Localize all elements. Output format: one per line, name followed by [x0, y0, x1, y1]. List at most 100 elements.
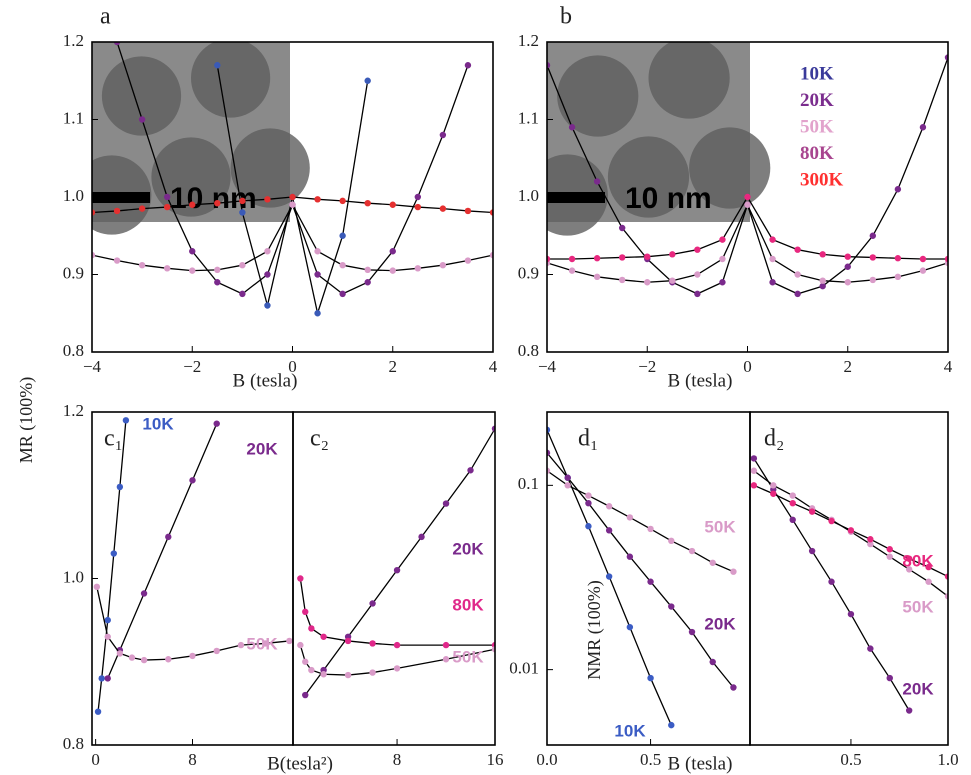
legend-entry: 20K	[800, 90, 834, 111]
data-point	[439, 262, 447, 269]
data-point	[289, 193, 296, 201]
data-point	[98, 675, 105, 682]
y-tick-label: 1.2	[63, 401, 84, 420]
data-point	[464, 257, 472, 264]
data-point	[339, 290, 346, 298]
data-point	[719, 255, 726, 263]
data-point	[593, 178, 601, 185]
data-point	[297, 641, 304, 649]
data-point	[189, 477, 196, 484]
data-point	[264, 196, 271, 203]
data-point	[847, 610, 855, 618]
data-point	[605, 573, 613, 580]
data-point	[314, 196, 321, 203]
x-tick-label: 0.5	[640, 750, 661, 769]
data-point	[694, 290, 701, 298]
data-point	[264, 302, 271, 309]
nanoparticle	[648, 42, 730, 119]
data-point	[239, 262, 246, 269]
curve-label: 10K	[142, 414, 174, 433]
nanoparticle	[557, 55, 639, 137]
x-tick-label: 1.0	[937, 750, 958, 769]
data-point	[844, 263, 851, 270]
data-point	[769, 236, 776, 243]
data-point	[769, 279, 776, 286]
curve-label: 50K	[452, 647, 484, 666]
data-point	[393, 566, 401, 574]
x-tick-label: 0.0	[536, 750, 557, 769]
data-point	[867, 536, 874, 543]
data-point	[414, 265, 422, 272]
data-point	[442, 656, 450, 663]
x-tick-label: 2	[389, 357, 398, 376]
data-point	[439, 205, 447, 212]
legend-entry: 50K	[800, 116, 834, 137]
data-point	[869, 254, 877, 261]
fit-line	[107, 423, 218, 679]
panel-label: c₁	[104, 426, 123, 452]
data-point	[644, 279, 651, 286]
y-tick-label: 0.1	[518, 474, 539, 493]
axes-frame	[749, 411, 949, 746]
x-tick-label: 0	[288, 357, 297, 376]
data-point	[165, 533, 172, 541]
data-point	[189, 201, 196, 208]
y-tick-label: 0.8	[518, 341, 539, 360]
y-axis-label: NMR (100%)	[584, 580, 605, 680]
curve-label: 20K	[704, 614, 736, 633]
data-point	[414, 203, 422, 211]
data-point	[369, 669, 376, 676]
data-point	[886, 553, 893, 560]
x-tick-label: −4	[538, 357, 557, 376]
data-point	[808, 547, 816, 555]
data-point	[669, 251, 676, 258]
data-point	[286, 637, 293, 645]
x-tick-label: 0	[91, 750, 100, 769]
data-point	[794, 290, 801, 298]
data-point	[369, 600, 376, 607]
data-point	[163, 203, 171, 211]
data-point	[464, 207, 472, 215]
y-tick-label: 0.01	[509, 659, 539, 678]
y-tick-label: 1.0	[63, 567, 84, 586]
data-point	[189, 267, 196, 274]
panel-label: c₂	[310, 426, 329, 452]
x-axis-label: B (tesla)	[233, 370, 298, 391]
x-tick-label: 4	[489, 357, 498, 376]
data-point	[214, 62, 221, 69]
data-point	[364, 200, 371, 207]
fit-line	[97, 420, 127, 712]
data-point	[116, 650, 124, 657]
nanoparticle	[151, 137, 231, 217]
data-point	[113, 257, 121, 264]
data-point	[239, 197, 246, 205]
data-point	[585, 499, 592, 507]
data-point	[122, 417, 130, 424]
x-tick-label: 4	[944, 357, 953, 376]
data-point	[618, 224, 626, 232]
data-point	[213, 647, 220, 655]
data-point	[339, 232, 346, 239]
data-point	[819, 277, 826, 284]
data-point	[214, 200, 221, 207]
data-point	[237, 641, 245, 649]
y-tick-label: 1.2	[63, 31, 84, 50]
data-point	[750, 482, 758, 489]
data-point	[314, 310, 321, 317]
curve-label: 50K	[704, 517, 736, 536]
data-point	[302, 658, 309, 665]
data-point	[239, 290, 246, 298]
legend-entry: 80K	[800, 143, 834, 164]
data-point	[393, 641, 401, 649]
data-point	[389, 267, 396, 274]
data-point	[709, 559, 716, 566]
data-point	[869, 232, 877, 239]
data-point	[688, 547, 696, 555]
data-point	[750, 455, 758, 462]
data-point	[719, 236, 726, 243]
data-point	[302, 691, 309, 699]
data-point	[214, 279, 221, 286]
plot-area	[93, 417, 293, 715]
data-point	[213, 420, 220, 427]
nanoparticle	[191, 42, 271, 118]
